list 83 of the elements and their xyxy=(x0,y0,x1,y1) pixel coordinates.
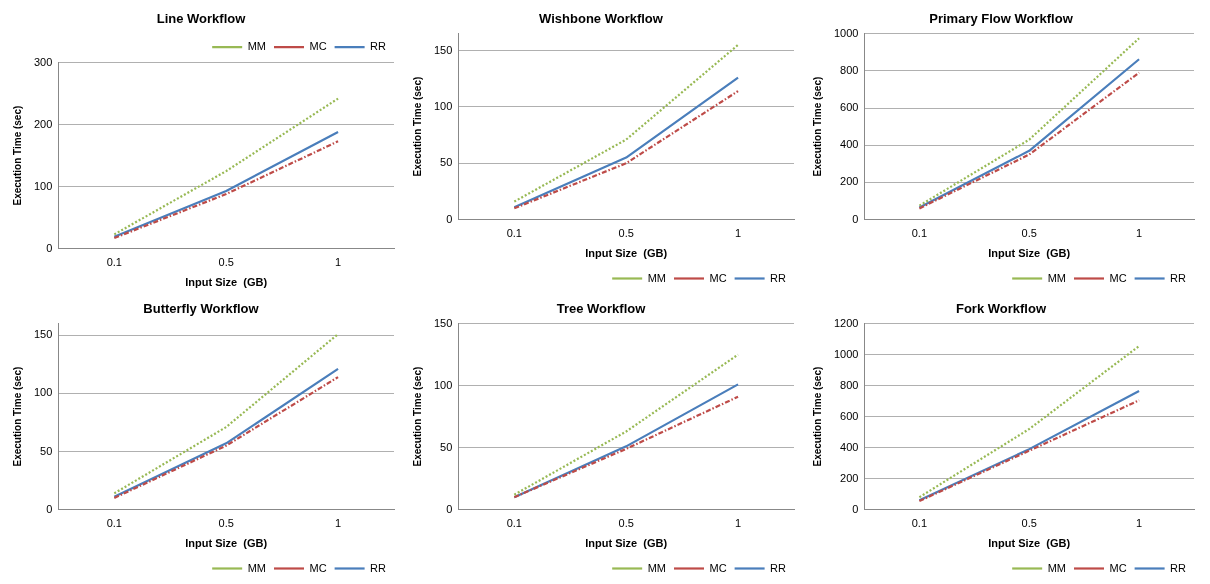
y-tick-label: 100 xyxy=(33,386,53,399)
y-axis-title: Execution Time (sec) xyxy=(811,76,823,177)
legend-label: RR xyxy=(370,561,387,574)
legend-label: MC xyxy=(1109,561,1127,574)
x-tick-label: 1 xyxy=(735,227,742,240)
x-tick-label: 0.5 xyxy=(1021,227,1037,240)
x-tick-label: 0.5 xyxy=(1021,517,1037,530)
legend-label: MM xyxy=(647,561,667,574)
y-tick-label: 50 xyxy=(440,156,453,169)
y-tick-label: 600 xyxy=(840,409,859,422)
x-tick-label: 0.1 xyxy=(911,517,928,530)
y-tick-label: 1000 xyxy=(833,26,859,39)
y-tick-label: 100 xyxy=(433,378,453,391)
chart-title: Fork Workflow xyxy=(955,301,1047,317)
legend-label: MM xyxy=(1047,271,1067,284)
y-tick-label: 1000 xyxy=(833,347,859,360)
chart-title: Tree Workflow xyxy=(556,301,647,317)
legend-label: RR xyxy=(1170,271,1187,284)
x-tick-label: 1 xyxy=(335,517,342,530)
y-tick-label: 800 xyxy=(840,378,859,391)
y-tick-label: 0 xyxy=(852,502,859,515)
legend-label: MM xyxy=(1047,561,1067,574)
y-tick-label: 100 xyxy=(33,179,53,192)
x-tick-label: 0.5 xyxy=(618,227,634,240)
x-tick-label: 0.1 xyxy=(506,227,522,240)
y-tick-label: 0 xyxy=(446,502,453,515)
x-tick-label: 0.5 xyxy=(618,517,634,530)
legend-label: MC xyxy=(309,561,327,574)
legend-label: MM xyxy=(247,40,267,53)
x-tick-label: 1 xyxy=(335,256,342,269)
legend-label: RR xyxy=(1170,561,1187,574)
y-tick-label: 200 xyxy=(33,117,53,130)
x-tick-label: 1 xyxy=(1136,227,1143,240)
x-tick-label: 0.1 xyxy=(911,227,928,240)
legend-label: RR xyxy=(770,271,787,284)
x-axis-title: Input Size (GB) xyxy=(585,247,668,260)
x-axis-title: Input Size (GB) xyxy=(185,537,268,550)
x-tick-label: 0.5 xyxy=(218,256,234,269)
x-tick-label: 0.5 xyxy=(218,517,234,530)
chart-title: Butterfly Workflow xyxy=(143,301,260,317)
x-tick-label: 1 xyxy=(1136,517,1143,530)
x-axis-title: Input Size (GB) xyxy=(585,537,668,550)
y-tick-label: 200 xyxy=(840,471,859,484)
y-tick-label: 150 xyxy=(433,43,453,56)
x-axis-title: Input Size (GB) xyxy=(988,537,1071,550)
y-tick-label: 600 xyxy=(840,101,859,114)
y-tick-label: 400 xyxy=(840,440,859,453)
legend-label: MC xyxy=(709,561,727,574)
y-axis-title: Execution Time (sec) xyxy=(811,366,823,467)
y-axis-title: Execution Time (sec) xyxy=(411,366,423,467)
legend-label: MC xyxy=(1109,271,1127,284)
x-tick-label: 0.1 xyxy=(506,517,522,530)
y-axis-title: Execution Time (sec) xyxy=(11,105,23,206)
y-tick-label: 400 xyxy=(840,138,859,151)
y-tick-label: 0 xyxy=(46,502,53,515)
x-axis-title: Input Size (GB) xyxy=(185,276,268,289)
x-tick-label: 0.1 xyxy=(106,517,122,530)
y-tick-label: 800 xyxy=(840,63,859,76)
x-axis-title: Input Size (GB) xyxy=(988,247,1071,260)
y-axis-title: Execution Time (sec) xyxy=(411,76,423,177)
chart-title: Primary Flow Workflow xyxy=(929,11,1074,27)
y-tick-label: 0 xyxy=(852,212,859,225)
y-tick-label: 300 xyxy=(33,55,53,68)
legend-label: MC xyxy=(309,40,327,53)
chart-title: Wishbone Workflow xyxy=(539,11,664,27)
legend-label: RR xyxy=(370,40,387,53)
y-tick-label: 0 xyxy=(46,241,53,254)
y-tick-label: 150 xyxy=(33,328,53,341)
y-tick-label: 150 xyxy=(433,316,453,329)
legend-label: MC xyxy=(709,271,727,284)
y-tick-label: 0 xyxy=(446,212,453,225)
x-tick-label: 1 xyxy=(735,517,742,530)
legend-label: RR xyxy=(770,561,787,574)
chart-title: Line Workflow xyxy=(156,11,247,27)
y-tick-label: 50 xyxy=(440,440,453,453)
y-tick-label: 100 xyxy=(433,99,453,112)
y-tick-label: 50 xyxy=(40,444,53,457)
legend-label: MM xyxy=(247,561,267,574)
y-tick-label: 1200 xyxy=(833,316,859,329)
y-tick-label: 200 xyxy=(840,175,859,188)
legend-label: MM xyxy=(647,271,667,284)
y-axis-title: Execution Time (sec) xyxy=(11,366,23,467)
x-tick-label: 0.1 xyxy=(106,256,122,269)
